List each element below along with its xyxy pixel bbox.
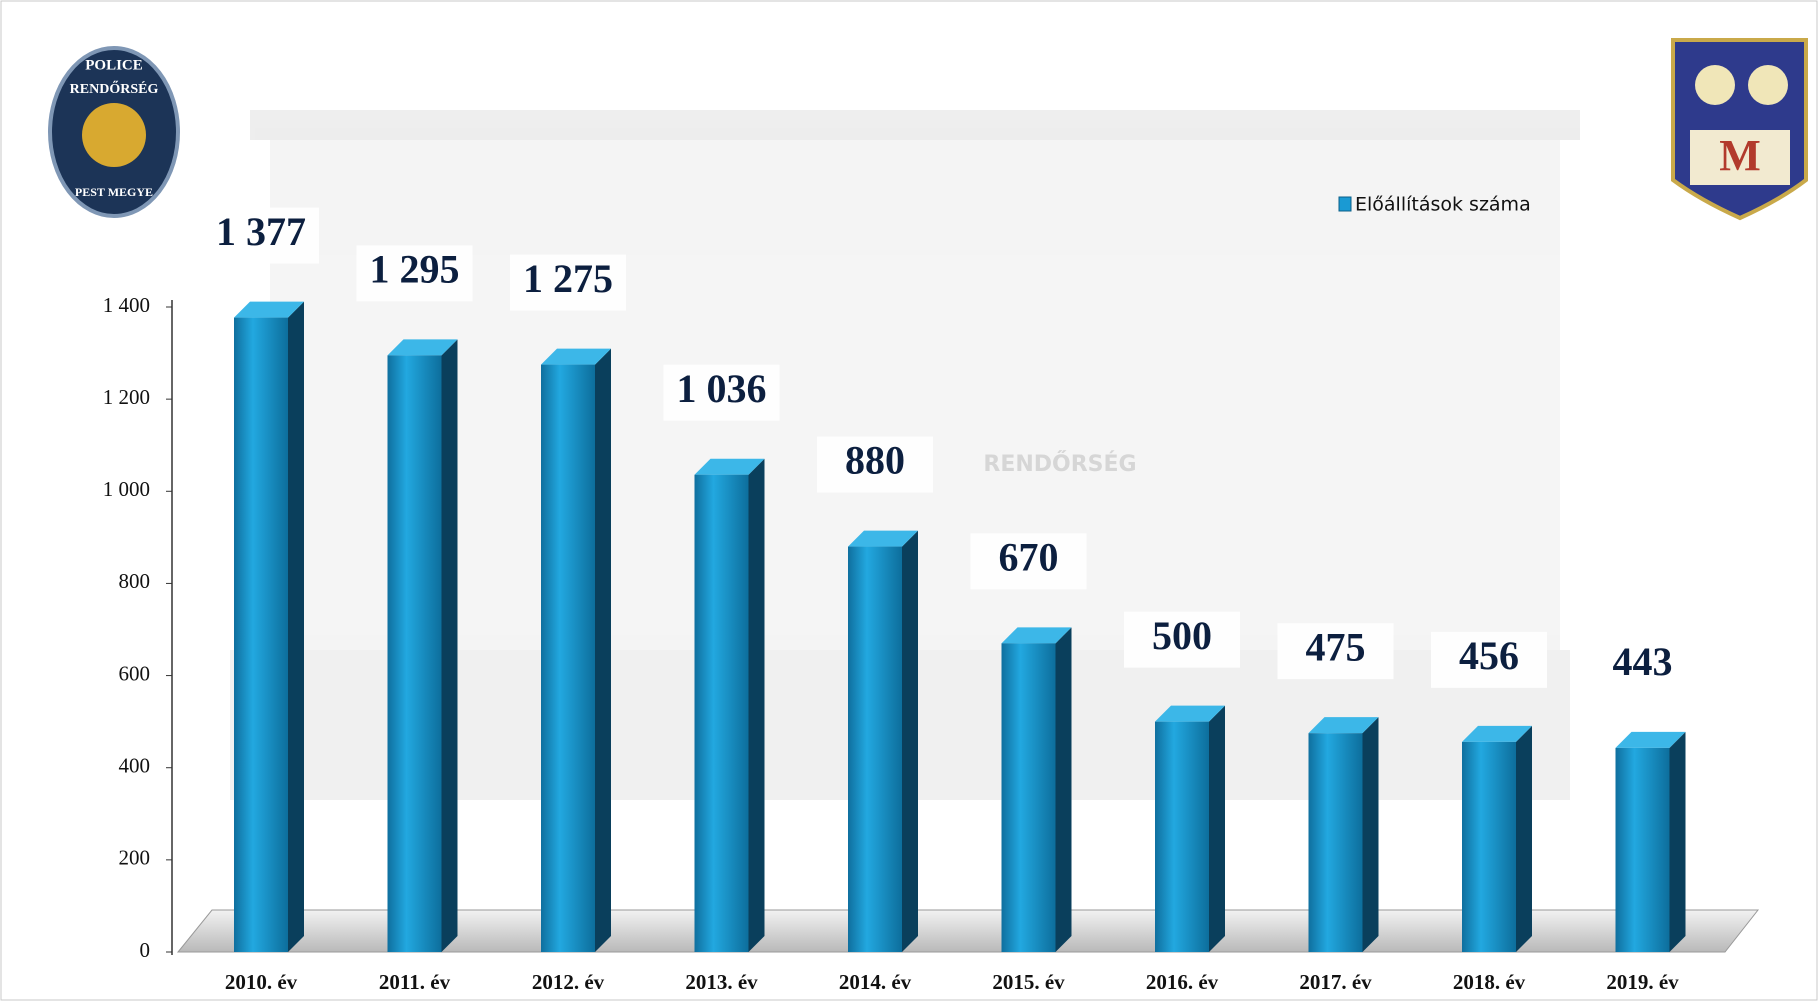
legend-label: Előállítások száma bbox=[1355, 194, 1531, 216]
value-label: 1 295 bbox=[370, 247, 460, 292]
value-label: 1 275 bbox=[523, 256, 613, 301]
bar-side bbox=[1209, 705, 1225, 952]
value-label: 500 bbox=[1152, 613, 1212, 658]
bar-side bbox=[595, 348, 611, 952]
bar-top bbox=[694, 458, 765, 475]
y-tick-label: 0 bbox=[140, 938, 151, 962]
x-tick-label: 2017. év bbox=[1299, 970, 1372, 994]
value-label-bg bbox=[970, 533, 1087, 590]
legend-swatch bbox=[1338, 196, 1352, 212]
badge-text: M bbox=[1719, 131, 1761, 180]
value-label-bg bbox=[203, 207, 319, 264]
bar bbox=[387, 355, 442, 952]
value-label-bg bbox=[1124, 611, 1240, 668]
bar-top bbox=[1615, 731, 1686, 748]
y-tick-label: 600 bbox=[119, 661, 151, 685]
value-label: 1 377 bbox=[216, 209, 306, 254]
value-label-bg bbox=[356, 245, 473, 302]
bar-top bbox=[1155, 705, 1225, 722]
bar bbox=[1308, 733, 1363, 952]
value-label: 670 bbox=[999, 534, 1059, 579]
bar-top bbox=[234, 301, 304, 318]
bar-top bbox=[1308, 717, 1379, 734]
value-label-bg bbox=[663, 364, 780, 421]
value-label: 443 bbox=[1613, 639, 1673, 684]
value-label-bg bbox=[1584, 637, 1701, 694]
badge-left: POLICE RENDŐRSÉG PEST MEGYE bbox=[48, 46, 180, 218]
x-tick-label: 2012. év bbox=[532, 970, 605, 994]
x-tick-label: 2015. év bbox=[992, 970, 1065, 994]
bar bbox=[234, 317, 288, 952]
bar bbox=[1001, 643, 1056, 952]
bar bbox=[694, 474, 749, 952]
bar-side bbox=[1055, 627, 1072, 952]
bar-side bbox=[1669, 731, 1686, 952]
value-label-bg bbox=[1431, 631, 1547, 688]
badge-text: RENDŐRSÉG bbox=[70, 80, 159, 97]
bar-top bbox=[541, 348, 611, 365]
background-sign: RENDŐRSÉG bbox=[983, 451, 1136, 477]
bar-side bbox=[1362, 717, 1379, 952]
value-label: 1 036 bbox=[677, 366, 767, 411]
x-tick-label: 2014. év bbox=[839, 970, 912, 994]
badge-right: M bbox=[1671, 38, 1808, 221]
y-tick-label: 200 bbox=[119, 846, 151, 870]
bar-side bbox=[902, 530, 918, 952]
x-tick-label: 2011. év bbox=[379, 970, 451, 994]
bar-top bbox=[1462, 725, 1532, 742]
y-tick-label: 1 200 bbox=[103, 385, 150, 409]
x-tick-label: 2018. év bbox=[1453, 970, 1526, 994]
y-tick-label: 400 bbox=[119, 754, 151, 778]
value-label-bg bbox=[510, 254, 626, 311]
bar bbox=[1615, 747, 1670, 952]
badge-text: PEST MEGYE bbox=[75, 185, 153, 199]
value-label: 456 bbox=[1459, 633, 1519, 678]
y-tick-label: 1 000 bbox=[103, 477, 150, 501]
value-label: 880 bbox=[845, 438, 905, 483]
bar bbox=[848, 546, 902, 952]
bar-side bbox=[1516, 725, 1532, 952]
y-tick-label: 1 400 bbox=[103, 293, 150, 317]
bar-top bbox=[848, 530, 918, 547]
x-tick-label: 2013. év bbox=[685, 970, 758, 994]
bar bbox=[541, 364, 595, 952]
bar bbox=[1155, 721, 1209, 952]
y-tick-label: 800 bbox=[119, 569, 151, 593]
bar-top bbox=[1001, 627, 1072, 644]
x-tick-label: 2019. év bbox=[1606, 970, 1679, 994]
bar-side bbox=[748, 458, 765, 952]
badge-text: POLICE bbox=[85, 57, 143, 73]
x-tick-label: 2016. év bbox=[1146, 970, 1219, 994]
value-label: 475 bbox=[1306, 624, 1366, 669]
bar-side bbox=[288, 301, 304, 952]
x-tick-label: 2010. év bbox=[225, 970, 298, 994]
value-label-bg bbox=[817, 436, 933, 493]
value-label-bg bbox=[1277, 623, 1394, 680]
bar bbox=[1462, 741, 1516, 952]
bar-top bbox=[387, 339, 458, 356]
bar-side bbox=[441, 339, 458, 952]
